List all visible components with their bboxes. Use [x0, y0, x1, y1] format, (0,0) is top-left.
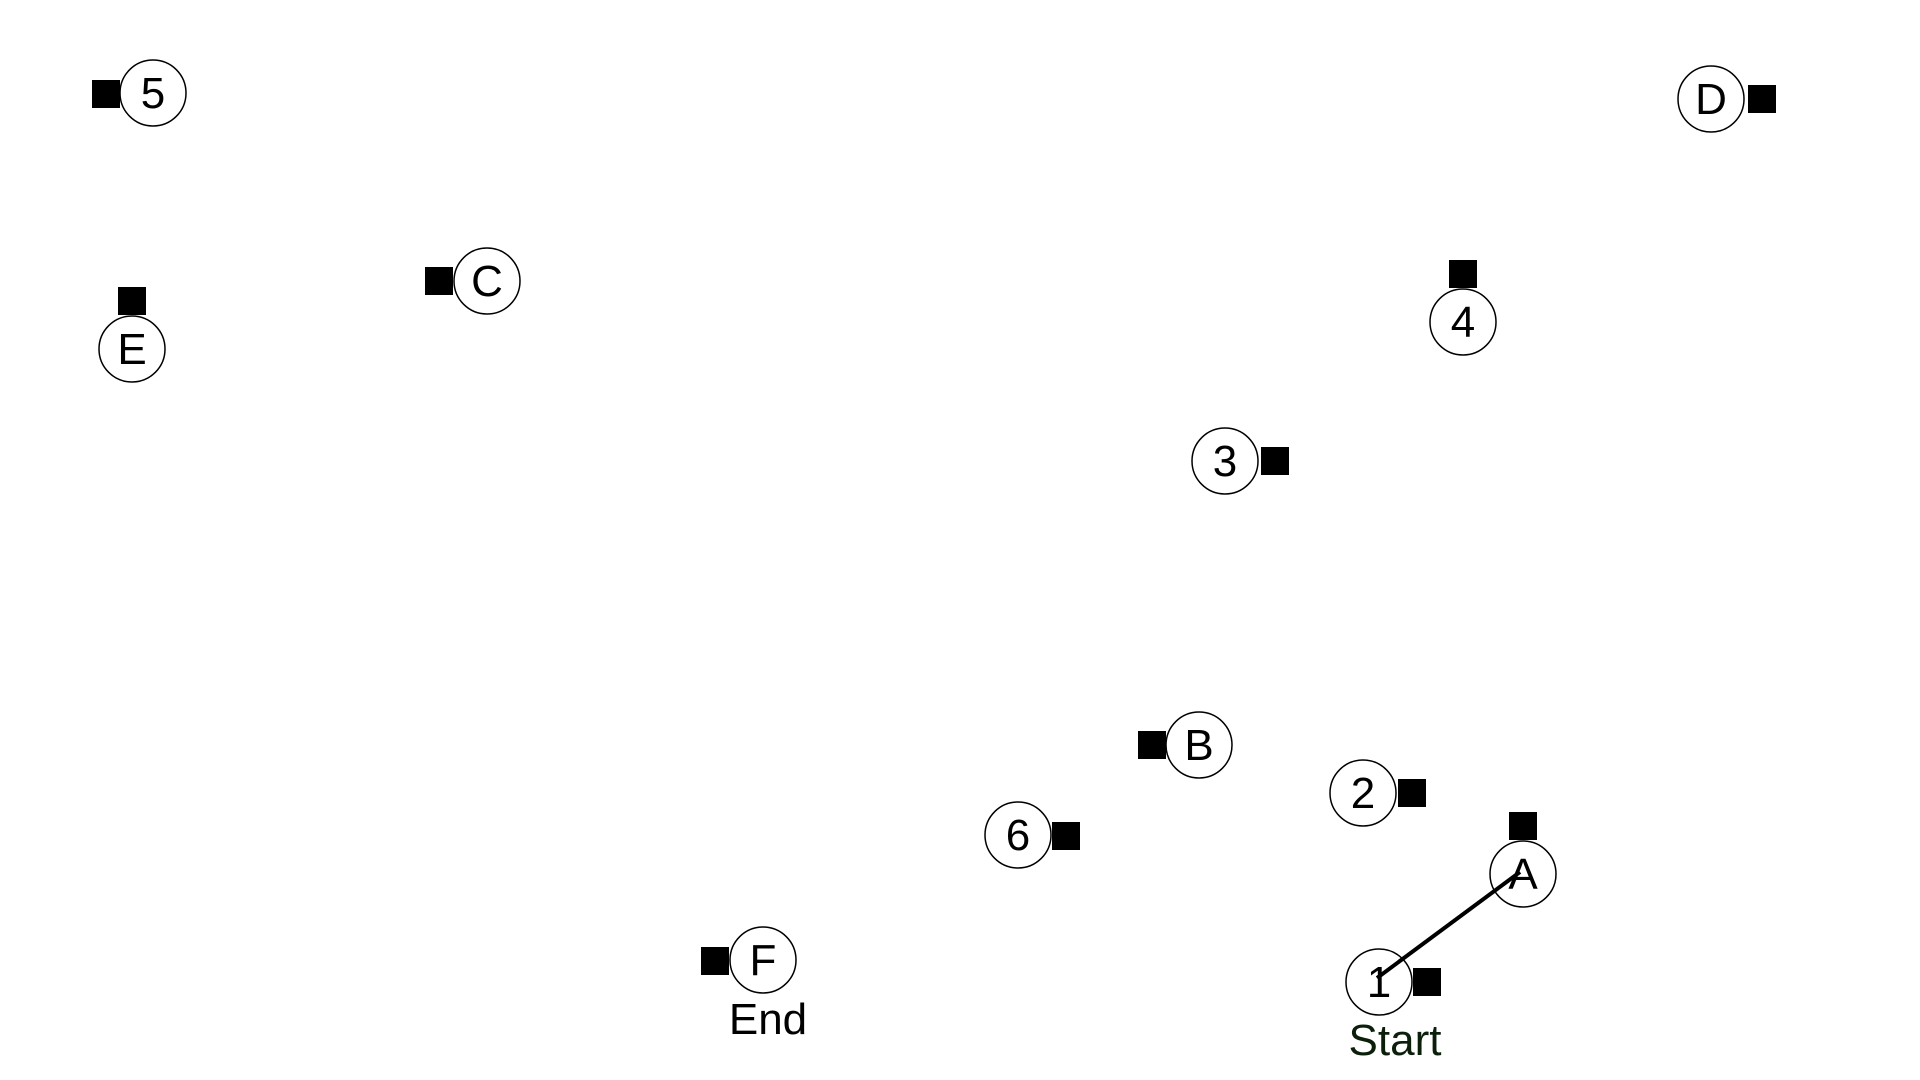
node-3[interactable]: 3	[1191, 427, 1289, 495]
node-e[interactable]: E	[98, 287, 166, 383]
edge-1-to-a	[1375, 870, 1522, 980]
node-e-label: E	[117, 325, 146, 374]
node-5[interactable]: 5	[92, 59, 187, 127]
node-3-label: 3	[1213, 437, 1237, 486]
node-f-circle	[729, 926, 797, 994]
node-b-marker	[1138, 731, 1166, 759]
node-c-marker	[425, 267, 453, 295]
node-3-marker	[1261, 447, 1289, 475]
node-a[interactable]: A	[1489, 812, 1557, 908]
node-5-circle	[119, 59, 187, 127]
node-d-label: D	[1695, 75, 1727, 124]
node-c[interactable]: C	[425, 247, 521, 315]
node-1[interactable]: 1	[1345, 948, 1441, 1016]
node-a-label: A	[1508, 850, 1538, 899]
node-b-circle	[1165, 711, 1233, 779]
node-6-label: 6	[1006, 811, 1030, 860]
start-caption: Start	[1349, 1016, 1442, 1065]
node-a-circle	[1489, 840, 1557, 908]
node-e-circle	[98, 315, 166, 383]
node-a-marker	[1509, 812, 1537, 840]
node-2[interactable]: 2	[1329, 759, 1426, 827]
node-d-marker	[1748, 85, 1776, 113]
node-2-label: 2	[1351, 769, 1375, 818]
node-b-label: B	[1184, 721, 1213, 770]
node-d-circle	[1677, 65, 1745, 133]
node-6-marker	[1052, 822, 1080, 850]
node-d[interactable]: D	[1677, 65, 1776, 133]
node-6[interactable]: 6	[984, 801, 1080, 869]
node-2-circle	[1329, 759, 1397, 827]
node-2-marker	[1398, 779, 1426, 807]
node-e-marker	[118, 287, 146, 315]
node-f-marker	[701, 947, 729, 975]
node-5-marker	[92, 80, 120, 108]
node-1-label: 1	[1367, 958, 1391, 1007]
node-3-circle	[1191, 427, 1259, 495]
node-1-marker	[1413, 968, 1441, 996]
node-c-label: C	[471, 257, 503, 306]
node-c-circle	[453, 247, 521, 315]
node-6-circle	[984, 801, 1052, 869]
node-4-marker	[1449, 260, 1477, 288]
node-1-circle	[1345, 948, 1413, 1016]
node-5-label: 5	[141, 69, 165, 118]
node-4-label: 4	[1451, 298, 1475, 347]
node-4[interactable]: 4	[1429, 260, 1497, 356]
node-f-label: F	[750, 936, 777, 985]
node-f[interactable]: F	[701, 926, 797, 994]
node-4-circle	[1429, 288, 1497, 356]
end-caption: End	[729, 995, 807, 1044]
node-b[interactable]: B	[1138, 711, 1233, 779]
